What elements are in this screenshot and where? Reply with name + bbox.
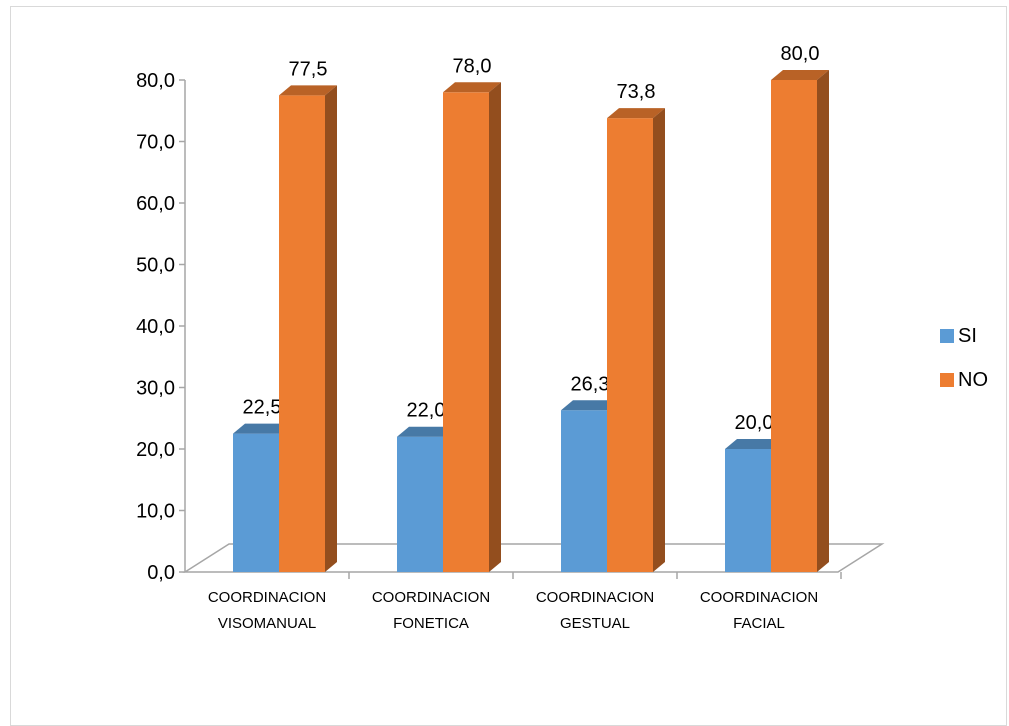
- x-category-label: GESTUAL: [560, 615, 630, 632]
- data-label: 22,5: [243, 397, 282, 419]
- x-category-label: COORDINACION: [700, 589, 818, 606]
- legend-swatch-si: [940, 329, 954, 343]
- bar-top-si: [233, 423, 291, 434]
- y-tick-label: 70,0: [136, 132, 175, 154]
- bar-si: [233, 433, 279, 572]
- bar-top-no: [607, 108, 665, 119]
- bar-top-si: [561, 400, 619, 411]
- bar-top-no: [279, 85, 337, 96]
- bar-no: [607, 118, 653, 572]
- data-label: 80,0: [781, 43, 820, 65]
- data-label: 73,8: [617, 81, 656, 103]
- y-tick-label: 10,0: [136, 501, 175, 523]
- bar-top-si: [397, 426, 455, 437]
- x-category-label: COORDINACION: [208, 589, 326, 606]
- y-tick-label: 50,0: [136, 255, 175, 277]
- y-tick-label: 80,0: [136, 70, 175, 92]
- bar-no: [771, 80, 817, 572]
- x-category-label: COORDINACION: [536, 589, 654, 606]
- bar-si: [397, 436, 443, 572]
- legend-label-no: NO: [958, 369, 988, 391]
- bar-no: [279, 95, 325, 572]
- data-label: 20,0: [735, 412, 774, 434]
- bar-no: [443, 92, 489, 573]
- data-label: 22,0: [407, 400, 446, 422]
- bar-side-no: [325, 85, 337, 572]
- y-tick-label: 0,0: [147, 562, 175, 584]
- data-label: 26,3: [571, 373, 610, 395]
- y-tick-label: 40,0: [136, 316, 175, 338]
- legend-label-si: SI: [958, 325, 977, 347]
- x-category-label: VISOMANUAL: [218, 615, 316, 632]
- x-category-label: FACIAL: [733, 615, 785, 632]
- bar-side-no: [489, 82, 501, 573]
- bar-top-no: [443, 82, 501, 93]
- y-tick-label: 20,0: [136, 439, 175, 461]
- y-tick-label: 60,0: [136, 193, 175, 215]
- chart-frame: [10, 6, 1007, 726]
- bar-side-no: [817, 70, 829, 572]
- x-category-label: FONETICA: [393, 615, 469, 632]
- data-label: 77,5: [289, 58, 328, 80]
- x-category-label: COORDINACION: [372, 589, 490, 606]
- bar-si: [561, 410, 607, 572]
- bar-top-no: [771, 70, 829, 80]
- bar-si: [725, 449, 771, 572]
- bar-side-no: [653, 108, 665, 572]
- bar-chart: 0,0 10,0 20,0 30,0 40,0 50,0 60,0 70,0 80,0 22,5 7…: [136, 43, 988, 632]
- data-label: 78,0: [453, 55, 492, 77]
- y-tick-label: 30,0: [136, 378, 175, 400]
- legend-swatch-no: [940, 373, 954, 387]
- bar-top-si: [725, 439, 783, 449]
